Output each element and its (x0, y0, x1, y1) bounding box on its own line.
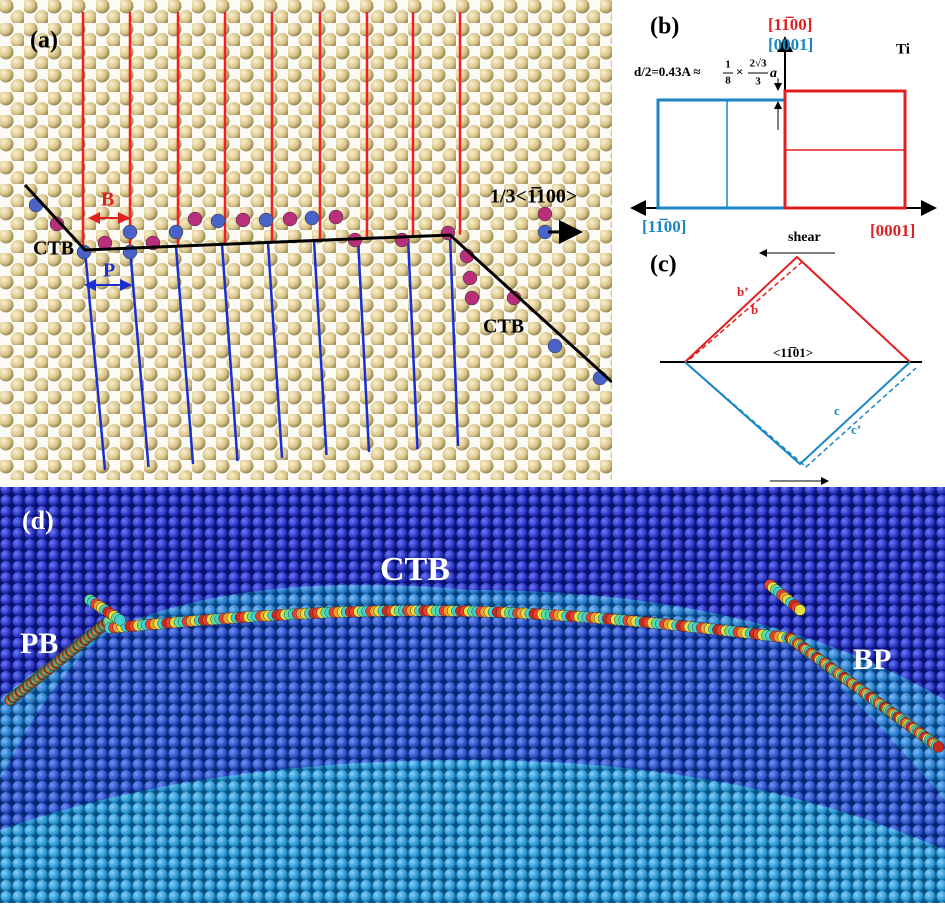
bp-label: BP (853, 643, 891, 676)
twin-atom (462, 270, 478, 286)
axis-label: [11̅00] (768, 15, 812, 34)
equation: 2√3 (749, 58, 767, 70)
blue-line (128, 248, 150, 468)
panel-d: (d) CTB PB BP (0, 487, 945, 903)
blue-line (220, 244, 239, 462)
vector-label: b’ (737, 284, 749, 299)
twin-atom (168, 224, 184, 240)
vector-label: c (834, 403, 840, 418)
vector-label: c’ (851, 422, 861, 437)
shear-label: shear (788, 230, 821, 245)
panel-label: (b) (650, 14, 679, 40)
blue-line (356, 238, 371, 453)
twin-atom (304, 210, 320, 226)
vector-label: 1/3<1̅100> (490, 186, 577, 208)
twin-atom (328, 209, 344, 225)
twin-atom (547, 338, 563, 354)
ctb-label: CTB (33, 238, 74, 260)
blue-rect (656, 98, 787, 210)
vector-label: b (751, 302, 758, 317)
twin-atom (210, 213, 226, 229)
panel-label: (a) (30, 28, 58, 54)
equation: 3 (755, 76, 761, 88)
twin-atom (49, 216, 65, 232)
twin-atom (464, 290, 480, 306)
panel-b: (b) [11̅00] [0001] Ti d/2=0.43A ≈ 1 8 × … (630, 14, 937, 240)
ctb-line (23, 183, 612, 384)
vector-c-prime (684, 361, 917, 469)
blue-line (266, 242, 284, 459)
equation: d/2=0.43A ≈ (634, 64, 701, 79)
ctb-label: CTB (483, 316, 524, 338)
axis-label: [0001] (870, 221, 915, 240)
boundary-atoms (4, 579, 945, 753)
panel-c: (c) shear b’ b <11̅01> c c’ (650, 230, 922, 485)
boundary-atom (932, 741, 945, 753)
panel-a: (a) B P CTB CTB 1/3<1̅100> (0, 0, 612, 480)
twin-atom (258, 212, 274, 228)
axis-label: [0001] (768, 35, 813, 54)
equation: 8 (725, 75, 731, 87)
blue-lines (83, 234, 460, 471)
red-lines (81, 12, 462, 251)
element-label: Ti (896, 41, 910, 57)
equation: × (736, 64, 743, 79)
vector-b-prime (689, 260, 911, 363)
atom-grain (0, 760, 945, 903)
blue-line (312, 240, 328, 456)
panel-label: (c) (650, 252, 677, 278)
axis-label: [11̅00] (642, 217, 686, 236)
pb-label: PB (20, 627, 58, 660)
equation: a (770, 66, 777, 81)
burgers-p: P (103, 260, 115, 282)
twin-atom (282, 211, 298, 227)
direction-label: <11̅01> (773, 345, 813, 360)
blue-line (406, 236, 419, 450)
twin-atom (537, 206, 553, 222)
blue-line (448, 234, 460, 447)
boundary-atom (114, 614, 126, 626)
twin-atom (187, 211, 203, 227)
twin-atom (235, 212, 251, 228)
burgers-b: B (101, 189, 114, 211)
equation: 1 (725, 59, 731, 71)
ctb-label: CTB (380, 551, 450, 588)
panel-label: (d) (22, 506, 54, 535)
blue-line (174, 246, 195, 465)
twin-atom (394, 232, 410, 248)
twin-atom (122, 224, 138, 240)
vector-c (684, 361, 911, 466)
boundary-atom (794, 604, 806, 616)
